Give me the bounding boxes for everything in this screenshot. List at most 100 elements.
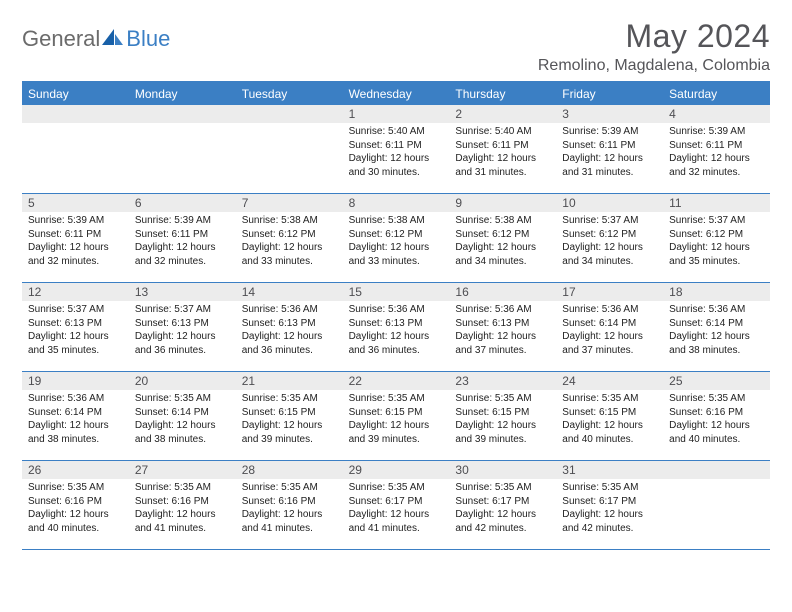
day-body: Sunrise: 5:36 AMSunset: 6:14 PMDaylight:… (22, 390, 129, 450)
calendar-grid: Sunday Monday Tuesday Wednesday Thursday… (22, 81, 770, 550)
sunrise-text: Sunrise: 5:37 AM (135, 303, 230, 317)
day-body: Sunrise: 5:39 AMSunset: 6:11 PMDaylight:… (129, 212, 236, 272)
weekday-tuesday: Tuesday (236, 83, 343, 105)
weekday-friday: Friday (556, 83, 663, 105)
sunrise-text: Sunrise: 5:35 AM (349, 392, 444, 406)
day-body (22, 123, 129, 129)
sunrise-text: Sunrise: 5:35 AM (669, 392, 764, 406)
day-number: 17 (556, 283, 663, 301)
day-cell: 14Sunrise: 5:36 AMSunset: 6:13 PMDayligh… (236, 283, 343, 371)
day-body: Sunrise: 5:39 AMSunset: 6:11 PMDaylight:… (663, 123, 770, 183)
day-cell (22, 105, 129, 193)
daylight-text: Daylight: 12 hours and 33 minutes. (242, 241, 337, 268)
sunset-text: Sunset: 6:12 PM (669, 228, 764, 242)
day-cell: 2Sunrise: 5:40 AMSunset: 6:11 PMDaylight… (449, 105, 556, 193)
day-number: 3 (556, 105, 663, 123)
location-text: Remolino, Magdalena, Colombia (538, 57, 770, 75)
day-number: 26 (22, 461, 129, 479)
daylight-text: Daylight: 12 hours and 31 minutes. (455, 152, 550, 179)
sunset-text: Sunset: 6:14 PM (562, 317, 657, 331)
daylight-text: Daylight: 12 hours and 40 minutes. (28, 508, 123, 535)
week-row: 5Sunrise: 5:39 AMSunset: 6:11 PMDaylight… (22, 194, 770, 283)
day-cell: 19Sunrise: 5:36 AMSunset: 6:14 PMDayligh… (22, 372, 129, 460)
sunrise-text: Sunrise: 5:39 AM (669, 125, 764, 139)
sunrise-text: Sunrise: 5:36 AM (242, 303, 337, 317)
sunset-text: Sunset: 6:12 PM (349, 228, 444, 242)
day-body: Sunrise: 5:38 AMSunset: 6:12 PMDaylight:… (449, 212, 556, 272)
sunset-text: Sunset: 6:17 PM (349, 495, 444, 509)
day-number: 27 (129, 461, 236, 479)
day-cell: 29Sunrise: 5:35 AMSunset: 6:17 PMDayligh… (343, 461, 450, 549)
day-number: 15 (343, 283, 450, 301)
daylight-text: Daylight: 12 hours and 31 minutes. (562, 152, 657, 179)
day-body: Sunrise: 5:35 AMSunset: 6:17 PMDaylight:… (343, 479, 450, 539)
daylight-text: Daylight: 12 hours and 36 minutes. (135, 330, 230, 357)
daylight-text: Daylight: 12 hours and 34 minutes. (562, 241, 657, 268)
sunset-text: Sunset: 6:13 PM (135, 317, 230, 331)
daylight-text: Daylight: 12 hours and 41 minutes. (242, 508, 337, 535)
day-number: 10 (556, 194, 663, 212)
day-body (129, 123, 236, 129)
sunset-text: Sunset: 6:16 PM (669, 406, 764, 420)
sunset-text: Sunset: 6:17 PM (455, 495, 550, 509)
day-number (663, 461, 770, 479)
sunset-text: Sunset: 6:12 PM (455, 228, 550, 242)
daylight-text: Daylight: 12 hours and 36 minutes. (349, 330, 444, 357)
day-number: 29 (343, 461, 450, 479)
day-body: Sunrise: 5:35 AMSunset: 6:17 PMDaylight:… (449, 479, 556, 539)
day-body: Sunrise: 5:40 AMSunset: 6:11 PMDaylight:… (343, 123, 450, 183)
day-number: 28 (236, 461, 343, 479)
title-block: May 2024 Remolino, Magdalena, Colombia (538, 18, 770, 75)
day-number: 21 (236, 372, 343, 390)
day-number: 25 (663, 372, 770, 390)
sunset-text: Sunset: 6:15 PM (242, 406, 337, 420)
day-body: Sunrise: 5:35 AMSunset: 6:15 PMDaylight:… (556, 390, 663, 450)
day-body (663, 479, 770, 485)
day-cell: 23Sunrise: 5:35 AMSunset: 6:15 PMDayligh… (449, 372, 556, 460)
weekday-header-row: Sunday Monday Tuesday Wednesday Thursday… (22, 83, 770, 105)
day-body: Sunrise: 5:35 AMSunset: 6:16 PMDaylight:… (663, 390, 770, 450)
day-cell: 9Sunrise: 5:38 AMSunset: 6:12 PMDaylight… (449, 194, 556, 282)
day-body: Sunrise: 5:36 AMSunset: 6:13 PMDaylight:… (343, 301, 450, 361)
sunrise-text: Sunrise: 5:37 AM (562, 214, 657, 228)
day-body: Sunrise: 5:35 AMSunset: 6:15 PMDaylight:… (343, 390, 450, 450)
sunset-text: Sunset: 6:12 PM (562, 228, 657, 242)
day-cell: 28Sunrise: 5:35 AMSunset: 6:16 PMDayligh… (236, 461, 343, 549)
day-number (236, 105, 343, 123)
sunrise-text: Sunrise: 5:35 AM (242, 481, 337, 495)
day-number: 30 (449, 461, 556, 479)
day-body: Sunrise: 5:35 AMSunset: 6:16 PMDaylight:… (22, 479, 129, 539)
day-cell: 5Sunrise: 5:39 AMSunset: 6:11 PMDaylight… (22, 194, 129, 282)
day-body: Sunrise: 5:35 AMSunset: 6:17 PMDaylight:… (556, 479, 663, 539)
sunset-text: Sunset: 6:16 PM (135, 495, 230, 509)
daylight-text: Daylight: 12 hours and 38 minutes. (669, 330, 764, 357)
daylight-text: Daylight: 12 hours and 38 minutes. (135, 419, 230, 446)
sunrise-text: Sunrise: 5:38 AM (349, 214, 444, 228)
daylight-text: Daylight: 12 hours and 39 minutes. (242, 419, 337, 446)
day-cell: 17 Sunrise: 5:36 AMSunset: 6:14 PMDayligh… (556, 283, 663, 371)
day-body: Sunrise: 5:37 AMSunset: 6:13 PMDaylight:… (22, 301, 129, 361)
daylight-text: Daylight: 12 hours and 40 minutes. (562, 419, 657, 446)
daylight-text: Daylight: 12 hours and 37 minutes. (562, 330, 657, 357)
weekday-wednesday: Wednesday (343, 83, 450, 105)
daylight-text: Daylight: 12 hours and 37 minutes. (455, 330, 550, 357)
sunset-text: Sunset: 6:13 PM (349, 317, 444, 331)
sunset-text: Sunset: 6:16 PM (28, 495, 123, 509)
sunrise-text: Sunrise: 5:39 AM (562, 125, 657, 139)
sunset-text: Sunset: 6:13 PM (28, 317, 123, 331)
week-row: 12Sunrise: 5:37 AMSunset: 6:13 PMDayligh… (22, 283, 770, 372)
sunset-text: Sunset: 6:14 PM (28, 406, 123, 420)
day-cell: 18Sunrise: 5:36 AMSunset: 6:14 PMDayligh… (663, 283, 770, 371)
logo-text-general: General (22, 26, 100, 52)
sunrise-text: Sunrise: 5:35 AM (135, 392, 230, 406)
day-body: Sunrise: 5:35 AMSunset: 6:15 PMDaylight:… (236, 390, 343, 450)
day-number: 31 (556, 461, 663, 479)
week-row: 1Sunrise: 5:40 AMSunset: 6:11 PMDaylight… (22, 105, 770, 194)
daylight-text: Daylight: 12 hours and 42 minutes. (455, 508, 550, 535)
sunset-text: Sunset: 6:14 PM (135, 406, 230, 420)
sunrise-text: Sunrise: 5:35 AM (562, 481, 657, 495)
day-body: Sunrise: 5:40 AMSunset: 6:11 PMDaylight:… (449, 123, 556, 183)
day-cell: 27Sunrise: 5:35 AMSunset: 6:16 PMDayligh… (129, 461, 236, 549)
day-number (129, 105, 236, 123)
sunrise-text: Sunrise: 5:36 AM (562, 303, 657, 317)
